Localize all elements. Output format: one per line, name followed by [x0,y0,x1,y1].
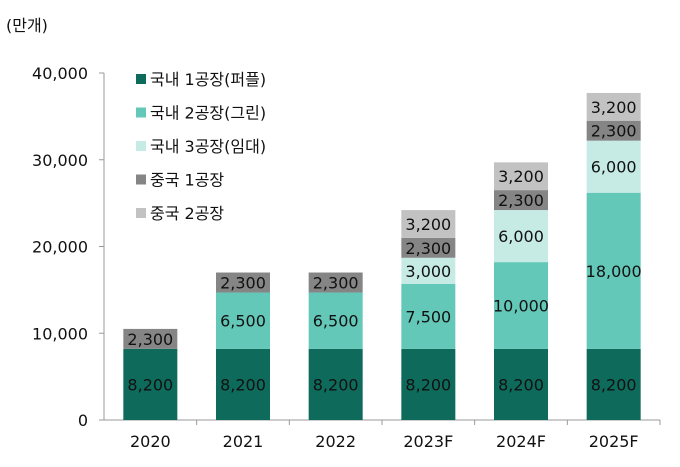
x-tick-label: 2022 [315,432,356,451]
y-tick-label: 20,000 [32,238,88,257]
y-tick-label: 10,000 [32,324,88,343]
legend-swatch [136,107,146,118]
bar-segment [216,348,270,420]
data-label: 2,300 [591,122,637,141]
bar-segment [494,262,548,349]
bar-segment [123,328,178,349]
legend-swatch [136,174,146,185]
bar-segment [401,257,456,284]
bar-segment [586,120,641,141]
data-label: 8,200 [405,375,451,394]
data-label: 2,300 [127,330,173,349]
bar-segment [123,348,178,420]
legend-swatch [136,208,146,218]
bar-segment [494,348,548,420]
data-label: 6,500 [220,312,266,331]
data-label: 8,200 [313,375,359,394]
y-tick-label: 0 [78,411,88,430]
legend-swatch [136,141,146,151]
data-label: 7,500 [405,307,451,326]
data-label: 18,000 [586,262,642,281]
data-label: 6,000 [591,158,637,177]
bar-segment [586,348,641,420]
x-tick-label: 2024F [496,432,546,451]
data-label: 3,200 [498,167,544,186]
bar-segment [401,283,456,349]
y-tick-label: 30,000 [32,151,88,170]
legend-label: 중국 1공장 [150,171,224,190]
data-label: 8,200 [498,375,544,394]
bar-segment [401,348,456,420]
data-label: 8,200 [591,375,637,394]
legend-swatch [136,74,146,84]
data-label: 2,300 [498,191,544,210]
y-tick-label: 40,000 [32,64,88,83]
legend-label: 국내 2공장(그린) [150,104,266,123]
bar-segment [216,292,270,349]
legend-label: 중국 2공장 [150,204,224,223]
legend-label: 국내 1공장(퍼플) [150,70,266,89]
data-label: 2,300 [405,239,451,258]
bar-segment [494,210,548,263]
bar-segment [586,140,641,193]
data-label: 3,200 [591,98,637,117]
data-label: 6,000 [498,227,544,246]
bar-segment [586,192,641,349]
bar-segment [494,190,548,211]
x-tick-label: 2023F [403,432,453,451]
data-label: 2,300 [313,274,359,293]
x-tick-label: 2020 [130,432,171,451]
data-label: 8,200 [127,375,173,394]
data-label: 6,500 [313,312,359,331]
x-tick-label: 2021 [223,432,264,451]
bar-segment [401,210,456,238]
bar-segment [308,292,363,349]
bar-segment [494,162,548,191]
bar-segment [401,237,456,258]
bar-segment [586,92,641,121]
legend-label: 국내 3공장(임대) [150,137,266,156]
data-label: 8,200 [220,375,266,394]
data-label: 10,000 [493,296,549,315]
x-tick-label: 2025F [589,432,639,451]
bar-segment [308,272,363,293]
unit-label: (만개) [6,16,48,35]
bar-segment [216,272,270,293]
data-label: 3,200 [405,215,451,234]
bar-segment [308,348,363,420]
data-label: 3,000 [405,262,451,281]
data-label: 2,300 [220,274,266,293]
